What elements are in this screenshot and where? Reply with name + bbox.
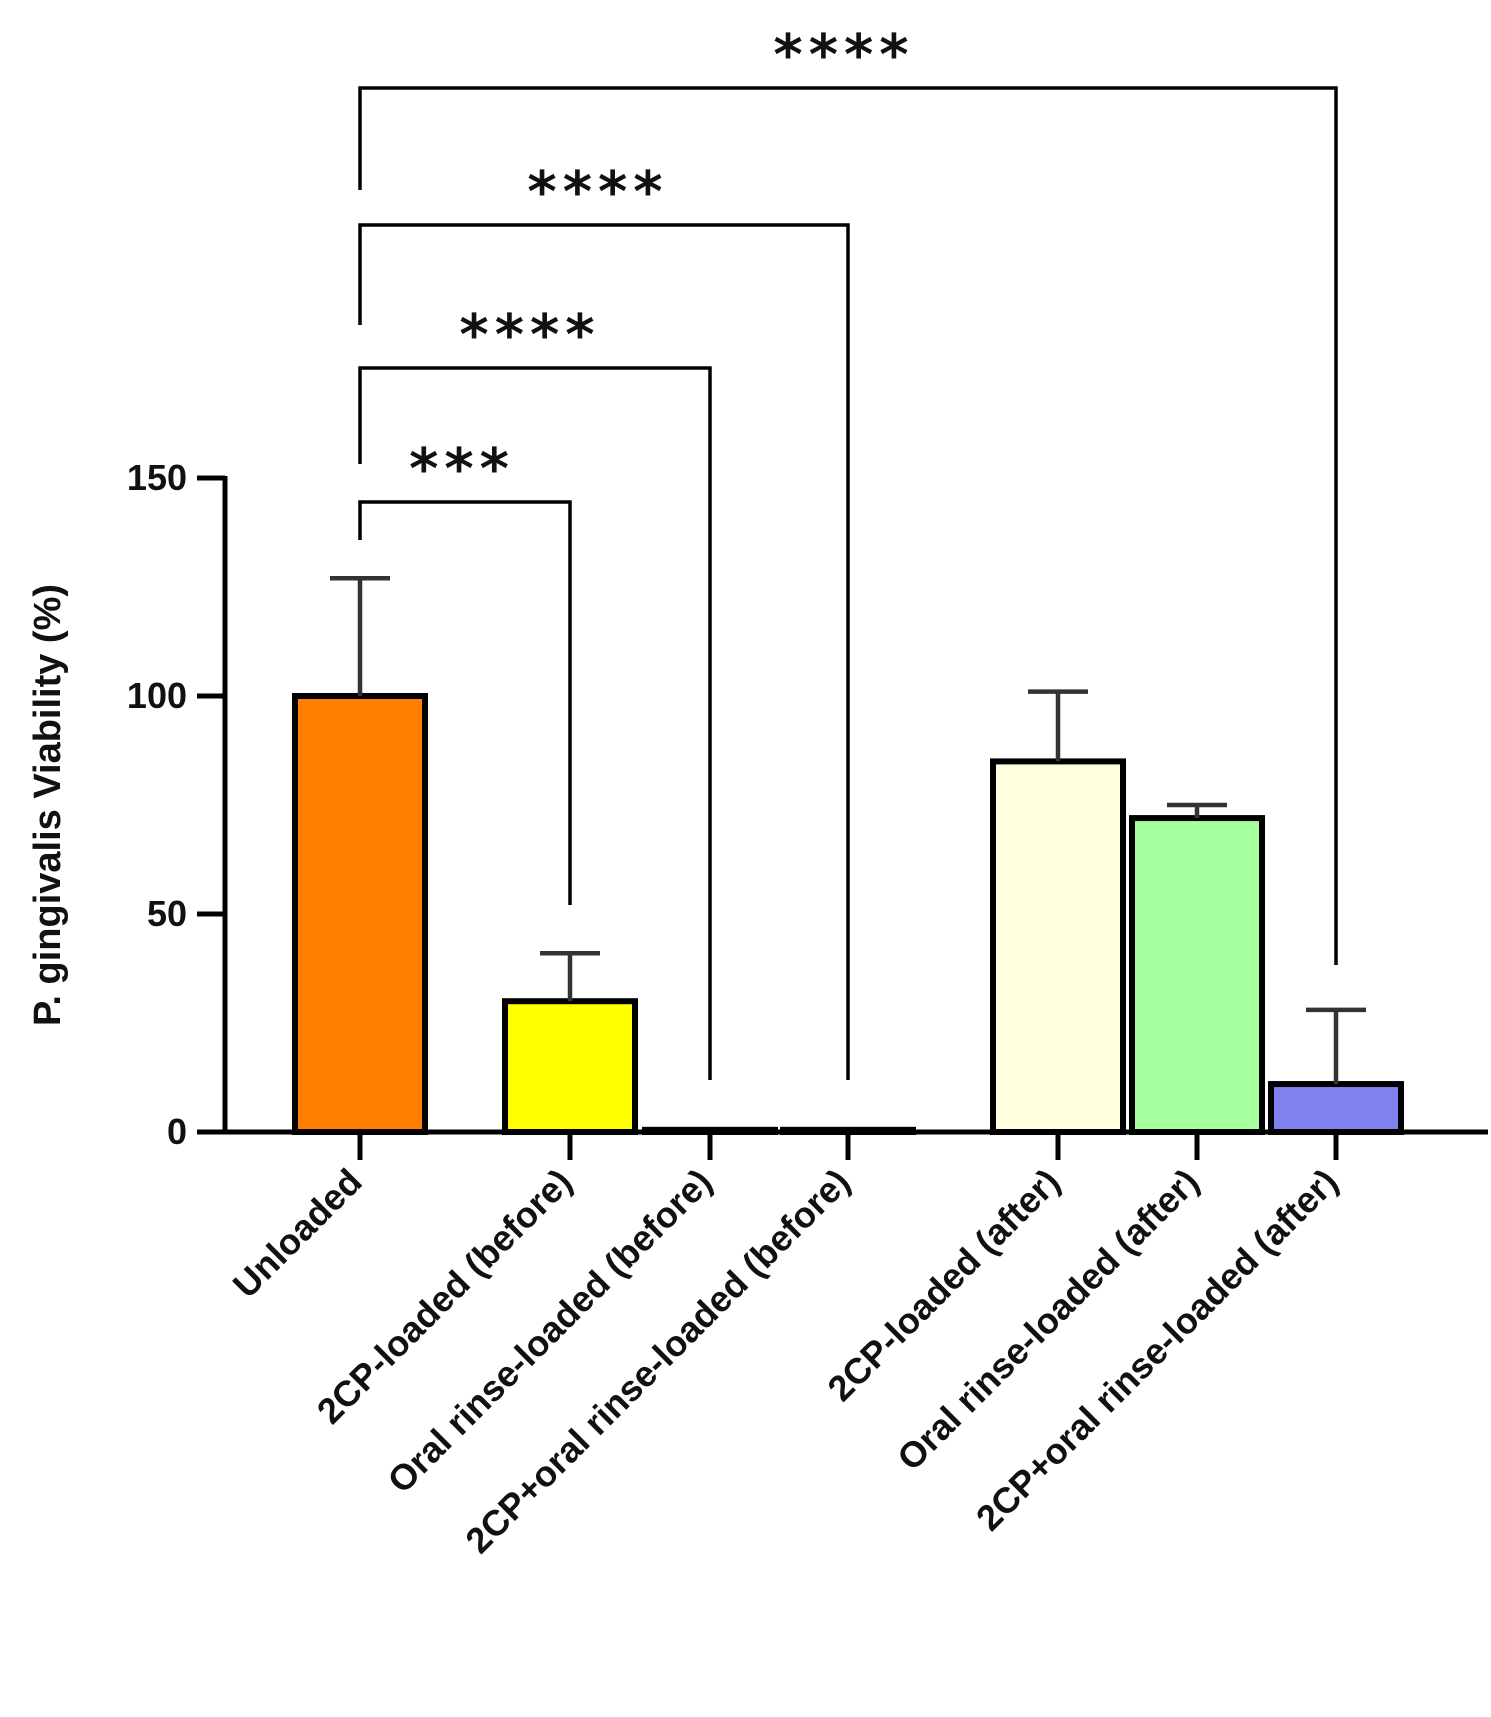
significance-bracket-2 (358, 366, 712, 1080)
error-bars (330, 576, 1366, 1085)
bar-7 (1268, 1081, 1404, 1136)
significance-brackets: *************** (358, 23, 1338, 1080)
significance-bracket-3 (358, 223, 850, 1080)
significance-label-3: **** (527, 160, 668, 225)
significance-label-1: *** (409, 437, 515, 502)
bar-6 (1129, 815, 1265, 1136)
significance-bracket-1 (358, 500, 572, 905)
significance-label-4: **** (773, 23, 914, 88)
y-tick-label: 100 (127, 675, 187, 716)
x-tick-label: Unloaded (225, 1161, 370, 1306)
bar-5 (990, 758, 1126, 1136)
bar-2 (502, 998, 638, 1136)
significance-bracket-4 (358, 86, 1338, 965)
y-tick-label: 0 (167, 1111, 187, 1152)
y-tick-label: 50 (147, 893, 187, 934)
y-tick-label: 150 (127, 457, 187, 498)
y-axis-label: P. gingivalis Viability (%) (27, 584, 69, 1026)
bars (292, 693, 1404, 1136)
significance-label-2: **** (459, 303, 600, 368)
bar-1 (292, 693, 428, 1135)
x-tick-label: 2CP-loaded (after) (819, 1161, 1067, 1409)
